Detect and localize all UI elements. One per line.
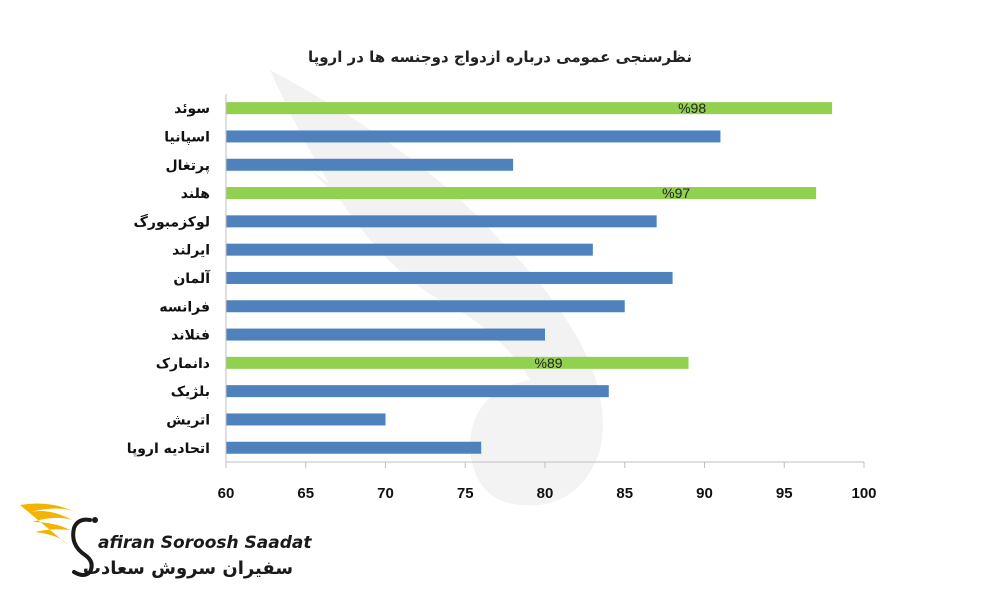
data-label: %97 [662, 185, 690, 201]
category-label: اتحادیه اروپا [127, 441, 210, 457]
company-logo: afiran Soroosh Saadat سفیران سروش سعادت [20, 503, 312, 579]
logo-name-english: afiran Soroosh Saadat [98, 533, 312, 553]
bar [226, 300, 625, 313]
bar [226, 215, 657, 228]
x-tick-label: 80 [537, 485, 554, 502]
logo-name-persian: سفیران سروش سعادت [83, 558, 293, 579]
category-label: اسپانیا [164, 129, 210, 145]
bar [226, 441, 482, 454]
bar [226, 187, 817, 200]
bar [226, 158, 514, 171]
bar [226, 356, 689, 369]
data-label: %98 [678, 100, 706, 116]
data-label: %89 [535, 355, 563, 371]
swan-logo-icon [20, 503, 98, 577]
category-label: آلمان [173, 269, 211, 287]
bar [226, 243, 593, 256]
bar [226, 328, 545, 341]
x-tick-label: 75 [457, 485, 474, 502]
category-label: ایرلند [172, 243, 210, 259]
category-label: پرتغال [165, 158, 210, 174]
x-axis-ticks: 60 65 70 75 80 85 90 95 100 [218, 462, 877, 502]
category-label: فرانسه [159, 299, 210, 315]
category-labels: سوئد اسپانیا پرتغال هلند لوکزمبورگ ایرلند آلما… [127, 101, 211, 457]
bar [226, 271, 673, 284]
category-label: لوکزمبورگ [134, 213, 210, 230]
category-label: هلند [181, 186, 210, 202]
category-label: فنلاند [171, 328, 210, 344]
bar [226, 130, 721, 143]
bar [226, 102, 833, 115]
data-labels: %98 %97 %89 [535, 100, 707, 371]
category-label: سوئد [174, 101, 210, 117]
bars-layer [226, 102, 833, 454]
x-tick-label: 100 [851, 485, 876, 502]
category-label: بلژیک [171, 384, 210, 400]
chart-title: نظرسنجی عمومی درباره ازدواج دوجنسه ها در… [308, 48, 692, 67]
x-tick-label: 90 [696, 485, 713, 502]
x-tick-label: 70 [377, 485, 394, 502]
category-label: دانمارک [156, 356, 210, 372]
category-label: اتریش [166, 412, 210, 428]
x-tick-label: 95 [776, 485, 793, 502]
bar [226, 385, 609, 398]
x-tick-label: 85 [616, 485, 633, 502]
x-tick-label: 60 [218, 485, 235, 502]
x-tick-label: 65 [297, 485, 314, 502]
bar [226, 413, 386, 426]
